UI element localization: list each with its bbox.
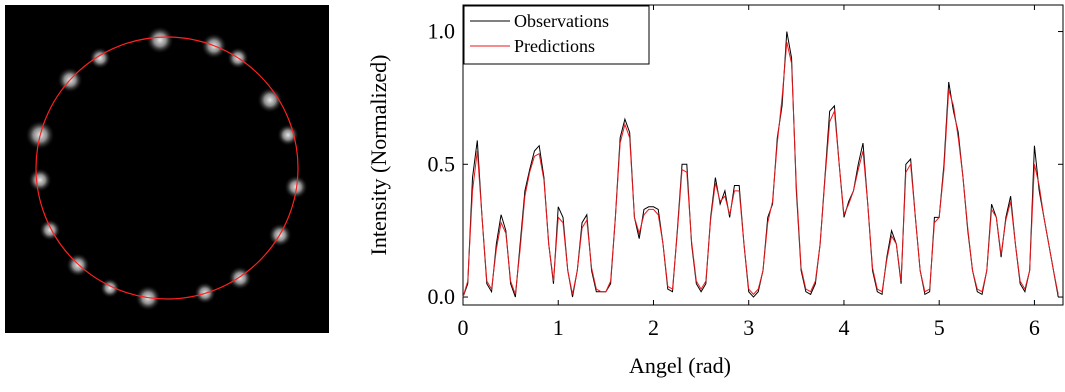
series-line: [463, 42, 1058, 297]
legend-label: Observations: [514, 11, 609, 31]
x-tick-label: 4: [838, 315, 849, 340]
x-axis-label: Angel (rad): [629, 353, 731, 378]
legend: Observations Predictions: [464, 6, 649, 64]
x-tick-label: 1: [553, 315, 564, 340]
x-tick-label: 6: [1029, 315, 1040, 340]
y-tick-label: 0.0: [428, 284, 456, 309]
x-tick-label: 3: [743, 315, 754, 340]
ring-image: [5, 5, 329, 333]
series-line: [463, 32, 1058, 297]
legend-label: Predictions: [514, 36, 595, 56]
y-tick-label: 0.5: [428, 151, 456, 176]
y-axis-label: Intensity (Normalized): [366, 55, 391, 256]
figure: 01234560.00.51.0ObservationsPredictions …: [0, 0, 1065, 387]
x-tick-label: 5: [934, 315, 945, 340]
plot: 0 1 2 3 4 5 6 0.0 0.5 1.0 Observations Predictions: [428, 5, 1064, 340]
image-background: [5, 5, 329, 333]
y-tick-label: 1.0: [428, 19, 456, 44]
x-tick-label: 0: [458, 315, 469, 340]
x-tick-label: 2: [648, 315, 659, 340]
